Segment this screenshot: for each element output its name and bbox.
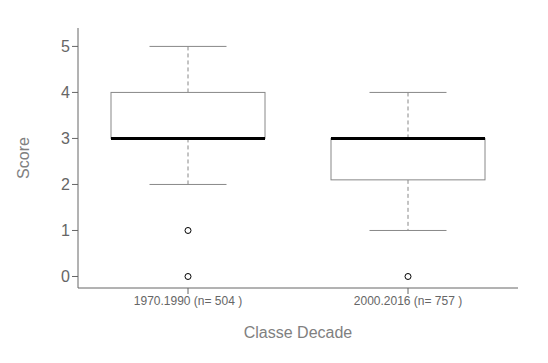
svg-text:4: 4 <box>61 84 70 101</box>
svg-text:2: 2 <box>61 176 70 193</box>
svg-text:Classe Decade: Classe Decade <box>244 324 353 341</box>
svg-text:1970.1990 (n= 504 ): 1970.1990 (n= 504 ) <box>134 294 242 308</box>
svg-text:3: 3 <box>61 130 70 147</box>
svg-text:1: 1 <box>61 222 70 239</box>
svg-text:Score: Score <box>15 137 32 179</box>
svg-text:5: 5 <box>61 38 70 55</box>
svg-text:2000.2016 (n= 757 ): 2000.2016 (n= 757 ) <box>354 294 462 308</box>
svg-text:0: 0 <box>61 268 70 285</box>
